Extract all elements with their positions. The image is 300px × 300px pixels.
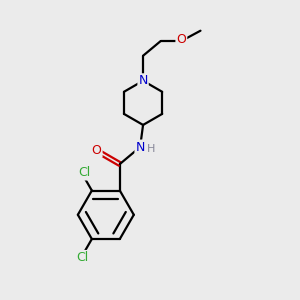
Text: O: O	[92, 144, 102, 157]
Text: O: O	[176, 33, 186, 46]
Text: Cl: Cl	[78, 167, 91, 179]
Text: N: N	[138, 74, 148, 87]
Text: Cl: Cl	[76, 251, 88, 264]
Text: H: H	[147, 144, 155, 154]
Text: N: N	[135, 140, 145, 154]
